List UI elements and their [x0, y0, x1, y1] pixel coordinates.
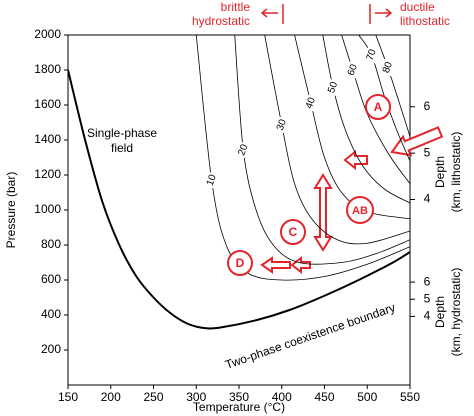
depth-subtitle: (km, lithostatic) [449, 132, 463, 213]
marker-label: C [289, 225, 298, 239]
contour-label-bg [325, 78, 342, 97]
y-tick-label: 600 [41, 272, 61, 286]
contour-label: 60 [346, 63, 360, 78]
depth-tick-label: 4 [424, 309, 431, 323]
contour-label: 80 [381, 60, 395, 75]
depth-tick-label: 5 [424, 291, 431, 305]
contour-label-bg [363, 46, 380, 64]
y-tick-label: 2000 [34, 27, 61, 41]
contour-line [375, 35, 410, 137]
marker-circle [365, 94, 391, 120]
field-label: Single-phase [87, 126, 157, 140]
contour-label-bg [302, 94, 319, 112]
contour-label-group: 50 [325, 78, 342, 97]
contour-label-group: 70 [363, 46, 380, 64]
x-tick-label: 400 [272, 390, 292, 404]
x-tick-label: 300 [186, 390, 206, 404]
contour-label-bg [379, 58, 396, 77]
brittle-arrow [260, 4, 284, 24]
x-tick-label: 250 [143, 390, 163, 404]
marker-label: D [236, 256, 245, 270]
x-axis-title: Temperature (°C) [193, 400, 285, 414]
contour-label: 20 [236, 143, 250, 158]
marker-label: A [374, 100, 383, 114]
contour-line [195, 35, 410, 281]
marker-circle [280, 219, 306, 245]
boundary-line [68, 69, 410, 330]
contour-label: 40 [304, 96, 318, 111]
x-tick-label: 500 [357, 390, 377, 404]
contour-label-bg [273, 116, 290, 134]
contour-label-group: 10 [203, 171, 220, 189]
brittle-label: brittle [221, 0, 251, 14]
marker-circle [346, 196, 374, 224]
marker-label: AB [352, 205, 368, 217]
contour-label: 30 [275, 117, 289, 132]
depth-tick-label: 6 [424, 274, 431, 288]
y-tick-label: 200 [41, 342, 61, 356]
y-tick-label: 1400 [34, 132, 61, 146]
depth-title: Depth [433, 296, 447, 328]
depth-tick-label: 6 [424, 99, 431, 113]
depth-title: Depth [433, 156, 447, 188]
field-label: field [111, 141, 133, 155]
x-tick-label: 350 [229, 390, 249, 404]
contour-label-bg [203, 171, 220, 189]
contour-label-group: 20 [235, 141, 252, 159]
contour-label: 10 [205, 173, 219, 188]
contour-label-group: 60 [344, 61, 361, 79]
contour-label-group: 80 [379, 58, 396, 77]
ductile-label: ductile [400, 0, 435, 14]
contour-label: 70 [365, 47, 379, 62]
contour-label-group: 40 [302, 94, 319, 112]
y-tick-label: 800 [41, 237, 61, 251]
x-tick-label: 150 [58, 390, 78, 404]
x-tick-label: 550 [400, 390, 420, 404]
y-tick-label: 1000 [34, 202, 61, 216]
contour-label-group: 30 [273, 116, 290, 134]
y-tick-label: 1600 [34, 97, 61, 111]
markers: A AB C D [227, 94, 391, 276]
y-tick-label: 400 [41, 307, 61, 321]
x-tick-label: 450 [314, 390, 334, 404]
depth-subtitle: (km, hydrostatic) [449, 268, 463, 357]
ductile-label: lithostatic [400, 14, 450, 28]
contour-label: 50 [326, 80, 340, 95]
y-tick-label: 1200 [34, 167, 61, 181]
contour-label-bg [344, 61, 361, 79]
y-axis-title: Pressure (bar) [4, 172, 18, 249]
depth-tick-label: 5 [424, 145, 431, 159]
depth-tick-label: 4 [424, 192, 431, 206]
brittle-label: hydrostatic [192, 14, 250, 28]
marker-circle [227, 250, 253, 276]
ductile-arrow [369, 4, 393, 24]
contour-label-bg [235, 141, 252, 159]
boundary-label: Two-phase coexistence boundary [223, 300, 397, 371]
x-tick-label: 200 [101, 390, 121, 404]
annotation-arrows [260, 126, 444, 275]
y-tick-label: 1800 [34, 62, 61, 76]
